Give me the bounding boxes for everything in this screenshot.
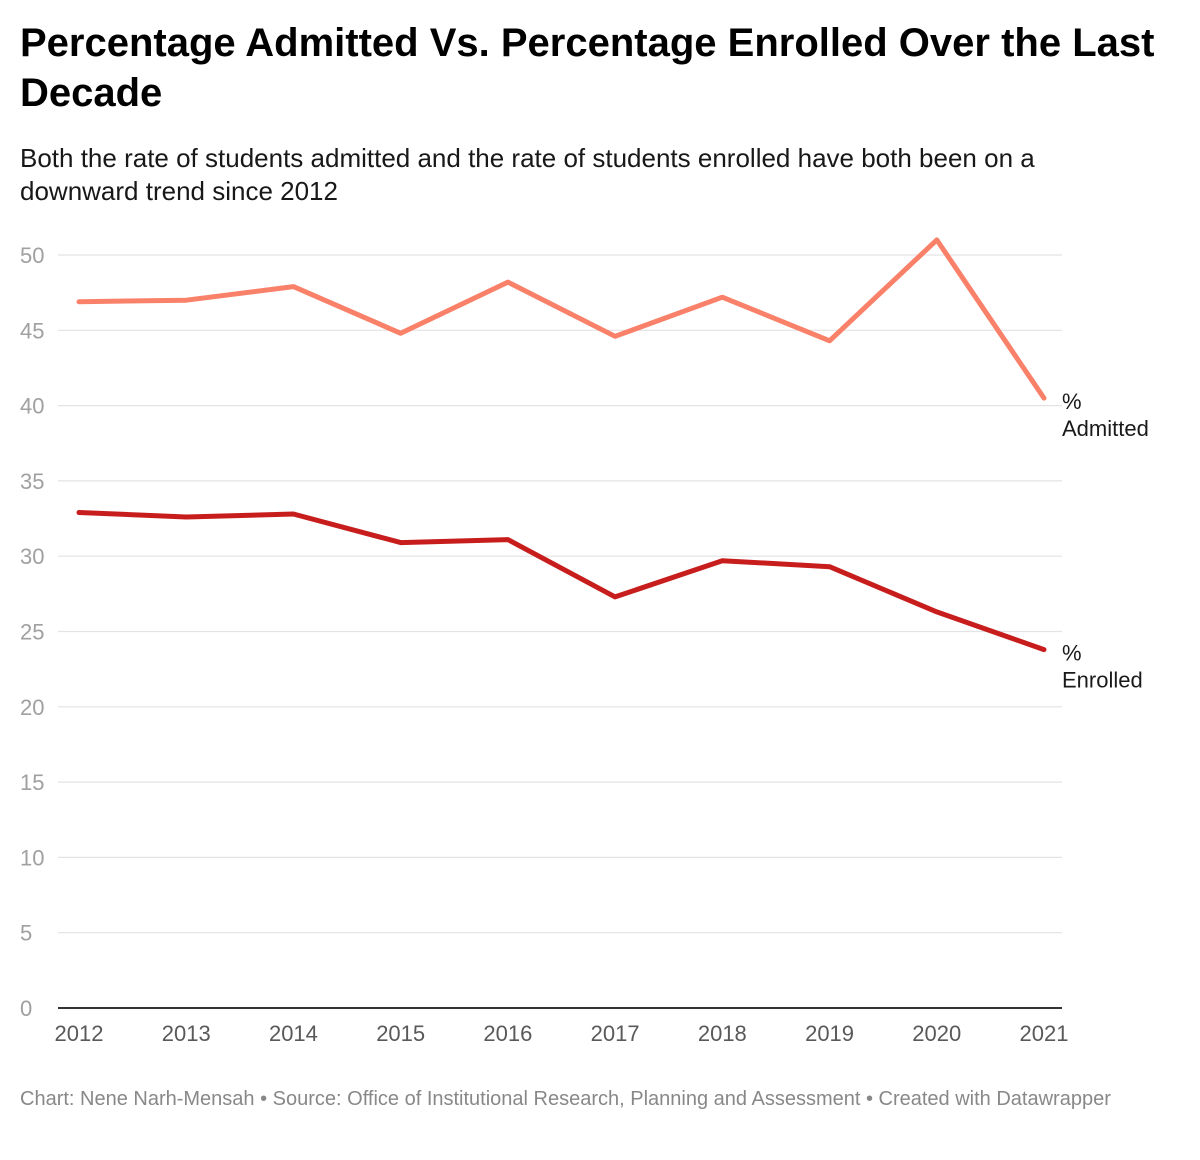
chart-footer-credit: Chart: Nene Narh-Mensah • Source: Office… <box>20 1088 1111 1110</box>
series-lines <box>76 237 1047 653</box>
y-tick-label-45: 45 <box>20 318 44 343</box>
y-axis-tick-labels: 0 5 10 15 20 25 30 35 40 45 50 <box>20 243 44 1021</box>
y-tick-label-40: 40 <box>20 394 44 419</box>
y-tick-label-25: 25 <box>20 620 44 645</box>
series-line-enrolled <box>76 510 1047 653</box>
x-tick-label-2021: 2021 <box>1020 1021 1069 1046</box>
series-line-admitted <box>76 237 1047 401</box>
x-tick-label-2014: 2014 <box>269 1021 318 1046</box>
series-label-admitted: % Admitted <box>1062 389 1149 441</box>
series-label-enrolled: % Enrolled <box>1062 641 1143 693</box>
chart-title: Percentage Admitted Vs. Percentage Enrol… <box>20 21 1155 115</box>
y-tick-label-5: 5 <box>20 921 32 946</box>
y-tick-label-30: 30 <box>20 544 44 569</box>
x-axis-tick-labels: 2012 2013 2014 2015 2016 2017 2018 2019 2020 2021 <box>55 1021 1069 1046</box>
x-tick-label-2012: 2012 <box>55 1021 104 1046</box>
y-tick-label-0: 0 <box>20 996 32 1021</box>
x-tick-label-2016: 2016 <box>483 1021 532 1046</box>
gridlines <box>58 254 1062 1009</box>
x-tick-label-2020: 2020 <box>912 1021 961 1046</box>
x-tick-label-2018: 2018 <box>698 1021 747 1046</box>
y-tick-label-10: 10 <box>20 845 44 870</box>
series-end-labels: % Admitted % Enrolled <box>1062 389 1149 693</box>
x-tick-label-2013: 2013 <box>162 1021 211 1046</box>
chart-subtitle: Both the rate of students admitted and t… <box>20 143 1035 206</box>
x-tick-label-2015: 2015 <box>376 1021 425 1046</box>
y-tick-label-15: 15 <box>20 770 44 795</box>
y-tick-label-50: 50 <box>20 243 44 268</box>
y-tick-label-35: 35 <box>20 469 44 494</box>
x-tick-label-2019: 2019 <box>805 1021 854 1046</box>
y-tick-label-20: 20 <box>20 695 44 720</box>
x-tick-label-2017: 2017 <box>591 1021 640 1046</box>
